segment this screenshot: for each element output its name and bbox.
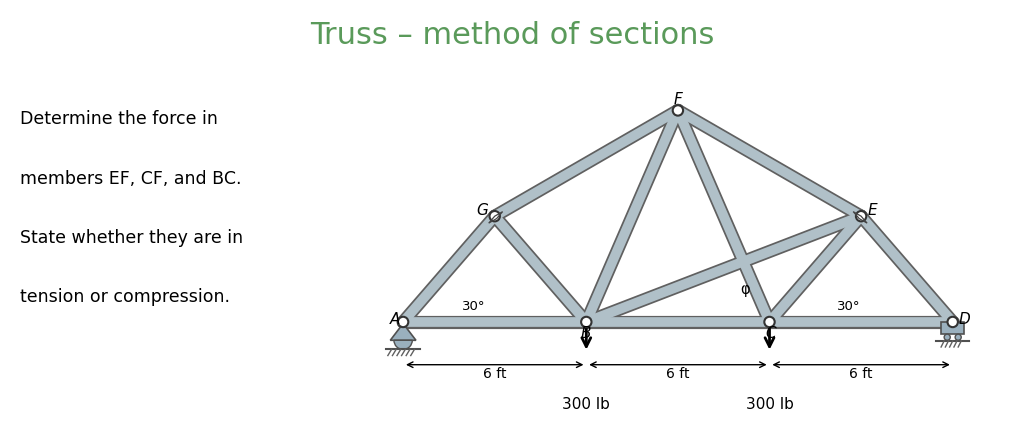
- Circle shape: [764, 317, 775, 327]
- Text: E: E: [868, 203, 878, 218]
- Text: 30°: 30°: [462, 300, 485, 312]
- Text: B: B: [581, 326, 592, 341]
- Circle shape: [581, 317, 592, 327]
- Text: 30°: 30°: [838, 300, 860, 312]
- Polygon shape: [941, 322, 965, 334]
- Text: 300 lb: 300 lb: [745, 397, 794, 412]
- Text: Determine the force in: Determine the force in: [20, 110, 218, 128]
- Polygon shape: [390, 323, 416, 340]
- Text: State whether they are in: State whether they are in: [20, 229, 244, 247]
- Text: tension or compression.: tension or compression.: [20, 289, 230, 306]
- Text: C: C: [766, 326, 776, 341]
- Text: members EF, CF, and BC.: members EF, CF, and BC.: [20, 170, 242, 187]
- Text: A: A: [389, 312, 399, 327]
- Circle shape: [955, 334, 962, 340]
- Circle shape: [673, 105, 683, 116]
- Text: 6 ft: 6 ft: [483, 368, 507, 382]
- Text: F: F: [674, 92, 682, 107]
- Text: 6 ft: 6 ft: [849, 368, 872, 382]
- Circle shape: [398, 317, 409, 327]
- Text: 6 ft: 6 ft: [667, 368, 689, 382]
- Circle shape: [944, 334, 950, 340]
- Text: 300 lb: 300 lb: [562, 397, 610, 412]
- Circle shape: [947, 317, 957, 327]
- Text: G: G: [476, 203, 488, 218]
- Text: D: D: [958, 312, 970, 327]
- Circle shape: [489, 211, 500, 221]
- Text: Truss – method of sections: Truss – method of sections: [310, 21, 714, 50]
- Wedge shape: [394, 340, 413, 349]
- Text: φ: φ: [740, 282, 750, 297]
- Circle shape: [856, 211, 866, 221]
